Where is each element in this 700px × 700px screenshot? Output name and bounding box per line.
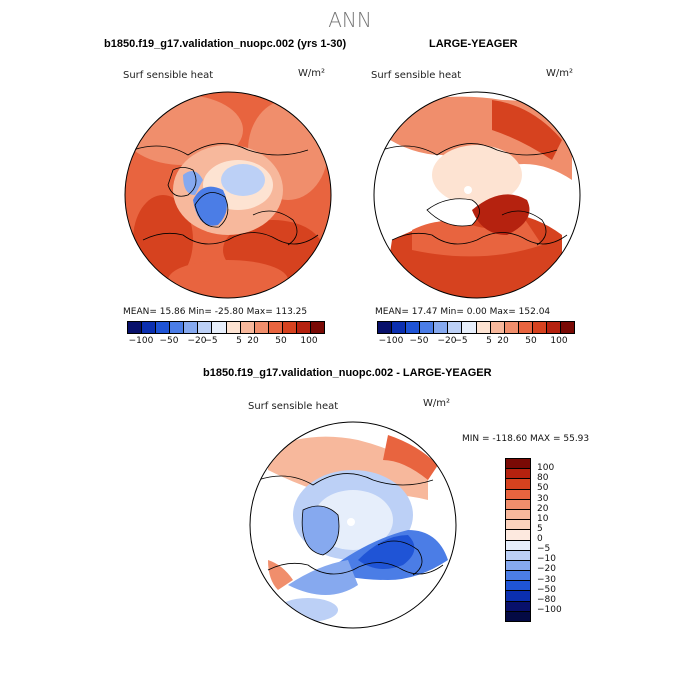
colorbar-tick-label: 0 [537,534,543,544]
colorbar-swatch [506,520,530,531]
panel3-colorbar-ticks: 100 80 50 30 20 10 5 0 −5 −10 −20 −30 −50 −80 −100 [537,458,577,620]
colorbar-tick-label: 100 [550,336,568,346]
colorbar-swatch [506,489,530,500]
colorbar-swatch [506,601,530,612]
colorbar-swatch [254,322,269,333]
colorbar-tick-label: −10 [537,554,556,565]
colorbar-tick-label: −20 [537,564,556,575]
colorbar-swatch [226,322,241,333]
panel2-variable-label: Surf sensible heat [371,70,462,81]
colorbar-swatch [240,322,255,333]
colorbar-swatch [506,540,530,551]
colorbar-tick-label: 50 [525,336,537,346]
panel3-polar-map [249,421,457,629]
colorbar-swatch [506,571,530,582]
panel3-title: b1850.f19_g17.validation_nuopc.002 - LAR… [203,367,492,379]
colorbar-swatch [462,322,477,333]
figure-title: ANN [328,8,372,32]
colorbar-tick-label: −50 [159,336,179,346]
colorbar-swatch [170,322,185,333]
colorbar-tick-label: 5 [537,523,543,534]
colorbar-tick-label: −20 [187,336,207,346]
colorbar-tick-label: −50 [409,336,429,346]
colorbar-tick-label: 100 [300,336,318,346]
colorbar-swatch [506,530,530,541]
colorbar-swatch [434,322,449,333]
colorbar-swatch [212,322,227,333]
colorbar-tick-label: −20 [437,336,457,346]
colorbar-swatch [420,322,435,333]
colorbar-tick-label: 100 [537,463,555,474]
panel2-polar-map [373,91,581,299]
panel3-variable-label: Surf sensible heat [248,401,339,412]
colorbar-swatch [311,322,325,333]
colorbar-tick-label: 30 [537,493,549,504]
colorbar-tick-label: 20 [247,336,259,346]
colorbar-tick-label: −5 [454,336,468,346]
colorbar-swatch [518,322,533,333]
colorbar-swatch [448,322,463,333]
colorbar-tick-label: 20 [537,503,549,514]
colorbar-swatch [378,322,393,333]
colorbar-tick-label: 5 [236,336,242,346]
colorbar-swatch [128,322,143,333]
colorbar-tick-label: 5 [486,336,492,346]
colorbar-tick-label: −30 [537,574,556,585]
colorbar-swatch [476,322,491,333]
panel2-units: W/m² [546,68,574,79]
panel1-stats: MEAN= 15.86 Min= -25.80 Max= 113.25 [123,307,308,317]
colorbar-swatch [296,322,312,333]
colorbar-tick-label: −100 [378,336,404,346]
colorbar-tick-label: 50 [537,483,549,494]
colorbar-swatch [282,322,297,333]
colorbar-tick-label: −5 [204,336,218,346]
colorbar-swatch [506,479,530,490]
panel2-title: LARGE-YEAGER [429,38,518,50]
panel3-units: W/m² [423,398,451,409]
colorbar-swatch [156,322,171,333]
colorbar-tick-label: 50 [275,336,287,346]
colorbar-swatch [506,581,530,592]
colorbar-swatch [506,591,530,602]
colorbar-swatch [506,550,530,561]
panel1-polar-map [124,91,332,299]
colorbar-swatch [506,611,530,621]
colorbar-swatch [184,322,199,333]
colorbar-swatch [506,469,530,480]
colorbar-swatch [506,509,530,521]
colorbar-swatch [490,322,505,333]
colorbar-tick-label: −100 [128,336,154,346]
panel3-stats: MIN = -118.60 MAX = 55.93 [462,434,590,444]
colorbar-tick-label: −5 [537,544,551,555]
colorbar-tick-label: 10 [537,513,549,524]
panel1-units: W/m² [298,68,326,79]
colorbar-swatch [546,322,562,333]
panel3-colorbar [505,458,531,622]
colorbar-tick-label: 80 [537,473,549,484]
colorbar-swatch [504,322,519,333]
colorbar-swatch [532,322,547,333]
colorbar-swatch [142,322,157,333]
colorbar-tick-label: −50 [537,584,556,595]
colorbar-swatch [406,322,421,333]
panel2-colorbar [377,321,575,334]
colorbar-swatch [198,322,213,333]
colorbar-swatch [506,499,530,510]
colorbar-tick-label: 20 [497,336,509,346]
panel1-title: b1850.f19_g17.validation_nuopc.002 (yrs … [104,38,347,50]
panel1-variable-label: Surf sensible heat [123,70,214,81]
panel1-colorbar [127,321,325,334]
colorbar-swatch [561,322,575,333]
colorbar-swatch [506,560,530,572]
colorbar-tick-label: −80 [537,594,556,605]
colorbar-tick-label: −100 [537,604,562,615]
panel2-stats: MEAN= 17.47 Min= 0.00 Max= 152.04 [375,307,551,317]
colorbar-swatch [268,322,283,333]
colorbar-swatch [506,459,530,470]
colorbar-swatch [392,322,407,333]
